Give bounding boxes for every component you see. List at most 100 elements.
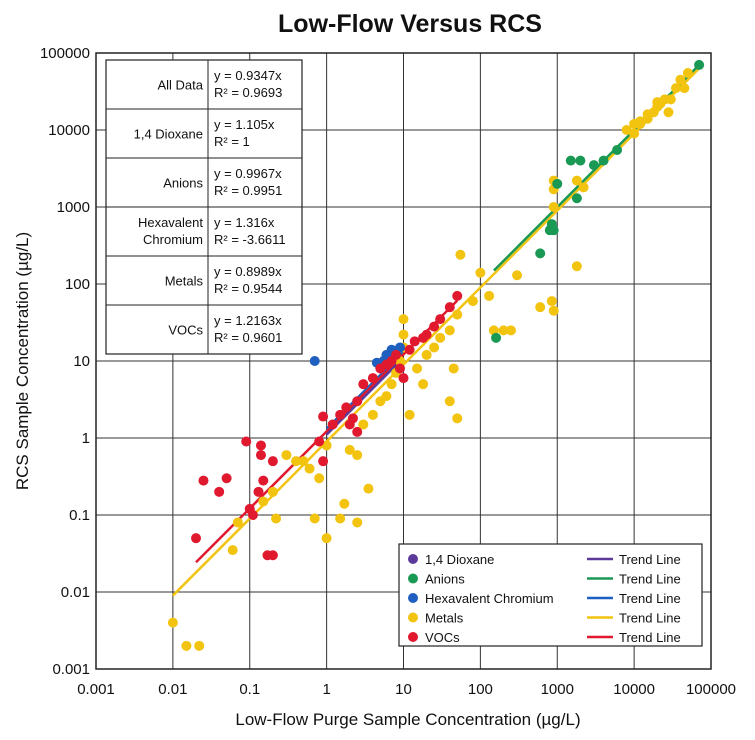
legend-label-anions: Anions (425, 572, 465, 587)
data-point-metals (412, 363, 423, 374)
legend-label-metals: Metals (425, 611, 464, 626)
trend-line-1-4-dioxane (325, 356, 405, 436)
data-point-vocs (267, 456, 278, 467)
data-point-metals (181, 640, 192, 651)
data-point-metals (679, 83, 690, 94)
data-point-vocs (247, 510, 258, 520)
y-tick-label: 0.01 (61, 584, 90, 601)
y-axis-label: RCS Sample Concentration (µg/L) (13, 232, 32, 490)
data-point-metals (475, 267, 486, 278)
data-point-vocs (358, 379, 369, 390)
legend-trend-label: Trend Line (619, 572, 681, 587)
data-point-metals (512, 270, 523, 281)
data-point-metals (675, 74, 686, 85)
data-point-vocs (335, 409, 346, 420)
y-tick-label: 0.1 (69, 507, 90, 524)
y-tick-label: 100 (65, 276, 90, 293)
data-point-metals (398, 314, 409, 325)
regression-table: All Data y = 0.9347x R² = 0.9693 1,4 Dioxan… (105, 59, 303, 355)
table-group-label: VOCs (168, 323, 203, 338)
y-tick-label: 10000 (48, 122, 90, 139)
data-point-metals (291, 456, 302, 467)
legend-marker-vocs (408, 632, 418, 642)
data-point-vocs (391, 349, 402, 360)
data-point-vocs (352, 396, 363, 407)
data-point-anions (544, 225, 555, 236)
data-points (167, 59, 705, 651)
data-point-metals (358, 419, 369, 430)
plot-border (95, 52, 712, 670)
data-point-vocs (409, 336, 420, 347)
table-group-label: Chromium (143, 232, 203, 247)
data-point-metals (418, 379, 429, 390)
y-tick-label: 0.001 (52, 661, 90, 678)
data-point-vocs (341, 402, 352, 413)
data-point-metals (429, 342, 440, 353)
data-point-vocs (352, 426, 363, 437)
x-tick-labels: 0.001 0.01 0.1 1 10 100 1000 10000 100000 (77, 681, 736, 698)
data-point-metals (167, 617, 178, 628)
data-point-metals (298, 456, 309, 467)
chart-title: Low-Flow Versus RCS (278, 10, 542, 38)
data-point-metals (381, 391, 392, 402)
x-tick-label: 0.1 (239, 681, 260, 698)
data-point-vocs (314, 436, 325, 447)
data-point-vocs (258, 475, 269, 486)
table-equation: y = 1.105x (214, 117, 275, 132)
data-point-vocs (347, 413, 358, 424)
data-point-anions (588, 160, 599, 171)
data-point-vocs (367, 373, 378, 384)
data-point-vocs (267, 550, 278, 561)
y-tick-labels: 0.001 0.01 0.1 1 10 100 1000 10000 100000 (40, 45, 90, 678)
data-point-metals (335, 513, 346, 524)
data-point-metals (352, 450, 363, 461)
y-tick-label: 1 (82, 430, 90, 447)
legend-label-hexavalent-chromium: Hexavalent Chromium (425, 591, 554, 606)
x-tick-label: 1 (322, 681, 330, 698)
data-point-metals (404, 409, 415, 420)
legend-trend-label: Trend Line (619, 611, 681, 626)
legend-marker-hexavalent-chromium (408, 593, 418, 603)
y-tick-label: 1000 (57, 199, 90, 216)
data-point-vocs (404, 344, 415, 355)
data-point-anions (575, 155, 586, 166)
table-equation: y = 0.9967x (214, 166, 282, 181)
data-point-metals (398, 329, 409, 340)
data-point-metals (321, 440, 332, 451)
data-point-metals (484, 290, 495, 301)
data-point-vocs (221, 473, 232, 484)
data-point-vocs (241, 436, 252, 447)
data-point-vocs (214, 486, 225, 497)
data-point-vocs (255, 440, 266, 451)
data-point-metals (578, 182, 589, 193)
data-point-hexavalent-chromium (394, 342, 405, 353)
legend-frame (398, 543, 703, 647)
data-point-metals (194, 640, 205, 651)
data-point-vocs (198, 475, 209, 486)
data-point-anions (552, 178, 563, 189)
table-group-label: Anions (163, 176, 203, 191)
x-tick-label: 10 (395, 681, 412, 698)
table-group-label: Hexavalent (138, 215, 203, 230)
legend-marker-anions (408, 573, 418, 584)
x-tick-label: 1000 (541, 681, 574, 698)
table-equation: y = 0.8989x (214, 264, 282, 279)
data-point-metals (571, 175, 582, 186)
data-point-vocs (318, 411, 329, 422)
data-point-metals (444, 396, 455, 407)
data-point-metals (352, 517, 363, 528)
data-point-vocs (421, 329, 432, 340)
data-point-vocs (394, 363, 405, 374)
data-point-metals (642, 109, 653, 120)
table-r-squared: R² = 1 (214, 134, 250, 149)
data-point-vocs (327, 419, 338, 430)
data-point-metals (455, 249, 466, 260)
table-group-label: Metals (165, 274, 204, 289)
data-point-metals (682, 67, 693, 78)
data-point-metals (339, 498, 350, 509)
data-point-vocs (253, 486, 264, 497)
data-point-vocs (429, 321, 440, 332)
table-r-squared: R² = -3.6611 (214, 232, 286, 247)
data-point-metals (498, 325, 509, 336)
